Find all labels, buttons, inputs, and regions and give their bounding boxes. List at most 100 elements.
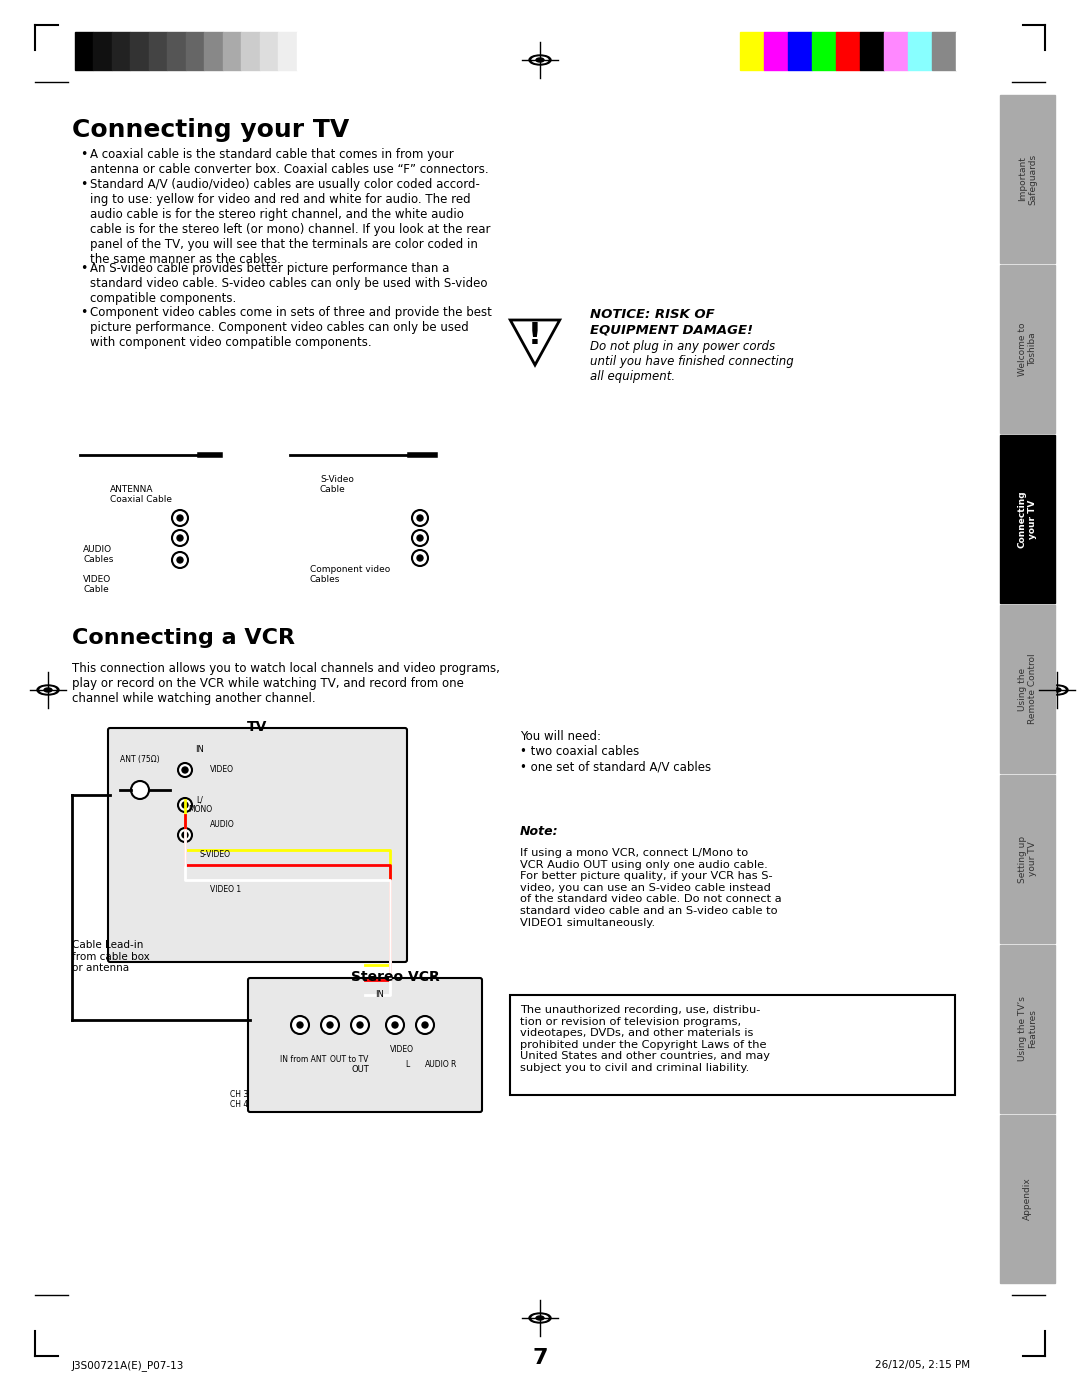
Bar <box>75 32 94 70</box>
Text: AUDIO: AUDIO <box>426 1061 449 1069</box>
Text: Note:: Note: <box>519 824 558 838</box>
Circle shape <box>172 552 188 568</box>
Bar <box>241 32 259 70</box>
Text: IN: IN <box>376 990 384 998</box>
Ellipse shape <box>536 1316 544 1320</box>
Text: OUT to TV: OUT to TV <box>330 1055 368 1063</box>
Text: Do not plug in any power cords
until you have finished connecting
all equipment.: Do not plug in any power cords until you… <box>590 340 794 383</box>
Text: J3S00721A(E)_P07-13: J3S00721A(E)_P07-13 <box>72 1360 185 1371</box>
Text: Stereo VCR: Stereo VCR <box>351 969 440 985</box>
Text: •: • <box>80 148 87 162</box>
Text: VIDEO: VIDEO <box>390 1045 414 1054</box>
Circle shape <box>177 557 183 563</box>
Text: AUDIO
Cables: AUDIO Cables <box>83 545 113 565</box>
Ellipse shape <box>532 57 548 64</box>
Ellipse shape <box>529 55 551 65</box>
Circle shape <box>291 1016 309 1034</box>
Circle shape <box>178 762 192 778</box>
Bar <box>788 32 812 70</box>
Ellipse shape <box>40 686 56 693</box>
Bar <box>1000 605 1055 773</box>
Text: VIDEO 1: VIDEO 1 <box>210 885 241 894</box>
Bar <box>932 32 956 70</box>
Text: Using the TV’s
Features: Using the TV’s Features <box>1017 997 1037 1062</box>
Circle shape <box>417 515 423 521</box>
FancyBboxPatch shape <box>248 978 482 1112</box>
Text: Connecting a VCR: Connecting a VCR <box>72 628 295 648</box>
Ellipse shape <box>1049 686 1065 693</box>
Text: You will need:
• two coaxial cables
• one set of standard A/V cables: You will need: • two coaxial cables • on… <box>519 731 711 773</box>
Circle shape <box>417 555 423 561</box>
Bar <box>222 32 241 70</box>
Circle shape <box>321 1016 339 1034</box>
Text: Standard A/V (audio/video) cables are usually color coded accord-
ing to use: ye: Standard A/V (audio/video) cables are us… <box>90 178 490 267</box>
Circle shape <box>178 829 192 842</box>
Text: Important
Safeguards: Important Safeguards <box>1017 153 1037 204</box>
Text: IN: IN <box>195 744 204 754</box>
Text: Connecting your TV: Connecting your TV <box>72 117 349 142</box>
Bar <box>297 32 315 70</box>
Text: Setting up
your TV: Setting up your TV <box>1017 836 1037 882</box>
Bar <box>1000 1114 1055 1283</box>
Text: ANT (75Ω): ANT (75Ω) <box>120 755 160 764</box>
Bar <box>1000 95 1055 262</box>
Ellipse shape <box>532 1315 548 1322</box>
Bar <box>167 32 186 70</box>
Circle shape <box>172 530 188 545</box>
Text: •: • <box>80 178 87 191</box>
Circle shape <box>422 1022 428 1027</box>
Ellipse shape <box>529 1313 551 1323</box>
Text: AUDIO: AUDIO <box>210 820 234 829</box>
Bar <box>1000 945 1055 1113</box>
Polygon shape <box>510 320 559 365</box>
Circle shape <box>327 1022 333 1027</box>
Ellipse shape <box>1053 688 1061 692</box>
Bar <box>885 32 908 70</box>
Bar <box>510 994 955 1095</box>
Bar <box>812 32 836 70</box>
Text: Using the
Remote Control: Using the Remote Control <box>1017 653 1037 724</box>
Bar <box>1000 775 1055 943</box>
Text: 7: 7 <box>532 1348 548 1369</box>
Circle shape <box>411 510 428 526</box>
Bar <box>112 32 131 70</box>
Text: A coaxial cable is the standard cable that comes in from your
antenna or cable c: A coaxial cable is the standard cable th… <box>90 148 488 175</box>
Text: !: ! <box>528 322 542 351</box>
Text: VIDEO: VIDEO <box>210 765 234 773</box>
Circle shape <box>357 1022 363 1027</box>
Text: Cable Lead-in
from cable box
or antenna: Cable Lead-in from cable box or antenna <box>72 940 150 974</box>
Text: Appendix: Appendix <box>1023 1178 1032 1221</box>
Text: The unauthorized recording, use, distribu-
tion or revision of television progra: The unauthorized recording, use, distrib… <box>519 1005 770 1073</box>
Circle shape <box>131 782 149 800</box>
Text: IN from ANT: IN from ANT <box>280 1055 326 1063</box>
Bar <box>908 32 932 70</box>
Circle shape <box>386 1016 404 1034</box>
Bar <box>860 32 885 70</box>
Text: S-Video
Cable: S-Video Cable <box>320 475 354 494</box>
Text: S-VIDEO: S-VIDEO <box>200 849 231 859</box>
Text: This connection allows you to watch local channels and video programs,
play or r: This connection allows you to watch loca… <box>72 661 500 704</box>
Circle shape <box>416 1016 434 1034</box>
Text: 26/12/05, 2:15 PM: 26/12/05, 2:15 PM <box>875 1360 970 1370</box>
Bar <box>1000 265 1055 434</box>
Bar <box>1000 435 1055 603</box>
Bar <box>740 32 764 70</box>
Circle shape <box>172 510 188 526</box>
Bar <box>204 32 222 70</box>
Text: TV: TV <box>247 720 268 733</box>
Text: VIDEO
Cable: VIDEO Cable <box>83 574 111 594</box>
Circle shape <box>183 766 188 773</box>
Circle shape <box>183 831 188 838</box>
Text: L: L <box>405 1061 409 1069</box>
Bar <box>278 32 297 70</box>
Text: Welcome to
Toshiba: Welcome to Toshiba <box>1017 322 1037 376</box>
Ellipse shape <box>536 58 544 62</box>
Text: •: • <box>80 305 87 319</box>
Text: Component video cables come in sets of three and provide the best
picture perfor: Component video cables come in sets of t… <box>90 305 491 348</box>
Text: L/
MONO: L/ MONO <box>188 795 212 815</box>
Text: NOTICE: RISK OF
EQUIPMENT DAMAGE!: NOTICE: RISK OF EQUIPMENT DAMAGE! <box>590 308 753 336</box>
Circle shape <box>183 802 188 808</box>
Text: Component video
Cables: Component video Cables <box>310 565 390 584</box>
Text: CH 3
CH 4: CH 3 CH 4 <box>230 1090 248 1109</box>
Text: R: R <box>450 1061 456 1069</box>
